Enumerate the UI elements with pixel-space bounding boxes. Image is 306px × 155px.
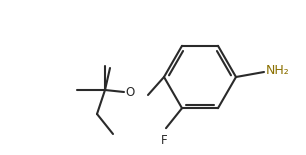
Text: O: O: [125, 86, 135, 98]
Text: NH₂: NH₂: [266, 64, 290, 78]
Text: F: F: [161, 134, 167, 147]
